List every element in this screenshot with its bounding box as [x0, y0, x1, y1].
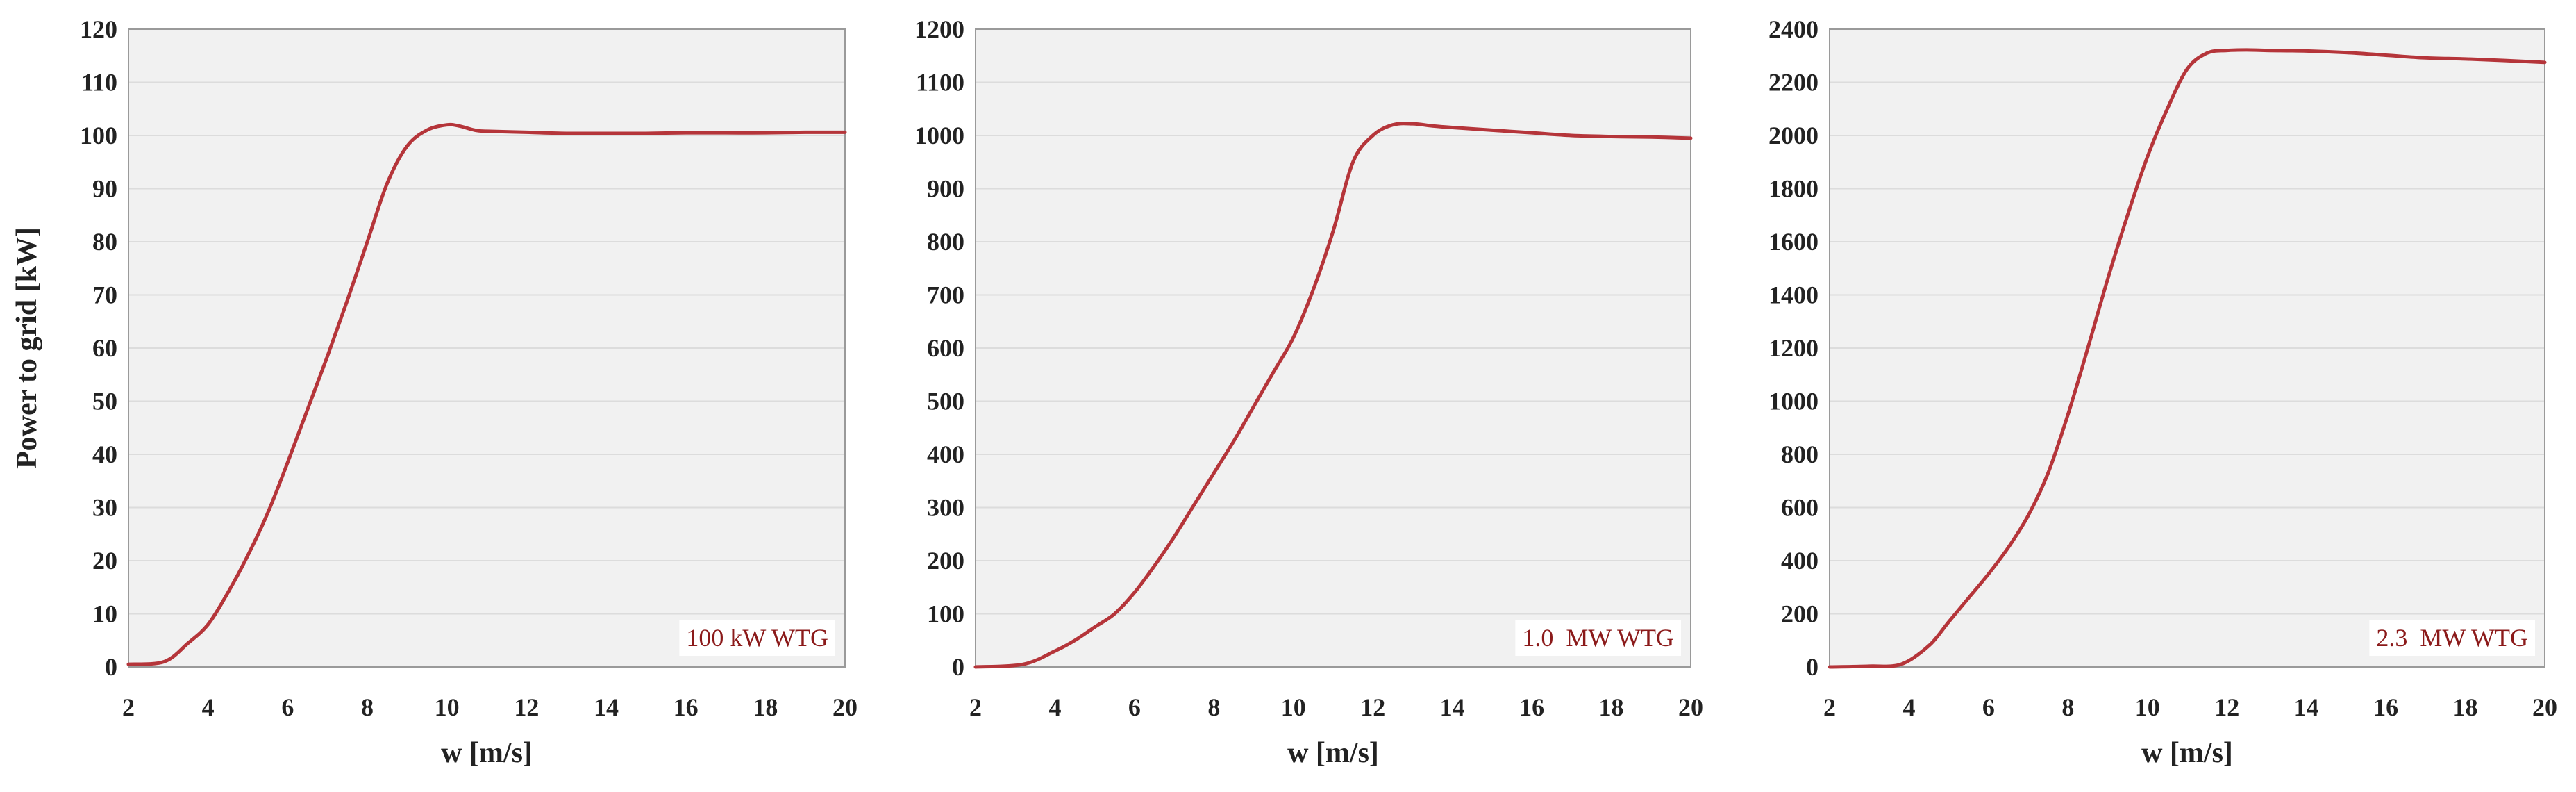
power-curve-line: [1828, 48, 2547, 669]
x-tick-label: 14: [2294, 693, 2319, 721]
plot-frame: [1829, 28, 2545, 668]
x-tick-label: 16: [674, 693, 699, 721]
y-tick-label: 600: [927, 334, 964, 362]
y-tick-label: 400: [1781, 547, 1818, 575]
y-tick-label: 900: [927, 175, 964, 203]
y-tick-label: 2000: [1768, 122, 1818, 149]
y-tick-label: 800: [927, 228, 964, 256]
power-curve-line: [126, 122, 847, 666]
x-tick-label: 20: [1678, 693, 1703, 721]
y-tick-label: 200: [927, 547, 964, 575]
x-tick-label: 6: [1982, 693, 1995, 721]
y-tick-label: 2400: [1768, 15, 1818, 43]
x-tick-label: 14: [594, 693, 619, 721]
chart-panel-2: 0 100 200 300 400 500 600 700 800 900 1000 1100 1200…: [914, 15, 1703, 769]
x-tick-label: 4: [202, 693, 215, 721]
y-tick-label: 2200: [1768, 69, 1818, 97]
y-tick-label: 90: [92, 175, 117, 203]
plot-frame: [128, 28, 846, 668]
turbine-label: 2.3 MW WTG: [2376, 624, 2528, 652]
x-tick-label: 18: [753, 693, 778, 721]
y-tick-label: 100: [80, 122, 117, 149]
power-curve-line: [973, 122, 1693, 669]
y-tick-label: 1000: [1768, 388, 1818, 415]
turbine-label-box: [1515, 620, 1681, 656]
y-tick-label: 300: [927, 494, 964, 522]
x-tick-label: 6: [281, 693, 294, 721]
y-tick-label: 30: [92, 494, 117, 522]
x-tick-label: 12: [514, 693, 539, 721]
x-tick-label: 8: [2061, 693, 2074, 721]
plot-frame: [975, 28, 1691, 668]
y-tick-label: 50: [92, 388, 117, 415]
y-tick-label: 0: [1806, 653, 1818, 681]
x-axis-title: w [m/s]: [441, 737, 533, 769]
y-tick-label: 20: [92, 547, 117, 575]
y-tick-label: 60: [92, 334, 117, 362]
x-tick-label: 16: [2373, 693, 2398, 721]
y-tick-label: 100: [927, 600, 964, 628]
x-tick-label: 2: [1823, 693, 1836, 721]
x-tick-label: 18: [1599, 693, 1624, 721]
x-tick-label: 4: [1902, 693, 1915, 721]
x-tick-label: 14: [1440, 693, 1465, 721]
y-tick-label: 700: [927, 281, 964, 309]
x-tick-label: 20: [2532, 693, 2557, 721]
x-tick-label: 12: [1360, 693, 1385, 721]
x-tick-label: 4: [1048, 693, 1061, 721]
y-tick-label: 1200: [914, 15, 964, 43]
y-tick-label: 1400: [1768, 281, 1818, 309]
y-tick-label: 120: [80, 15, 117, 43]
y-tick-label: 1100: [916, 69, 964, 97]
y-tick-label: 70: [92, 281, 117, 309]
x-tick-label: 16: [1519, 693, 1544, 721]
y-tick-label: 500: [927, 388, 964, 415]
x-tick-label: 20: [833, 693, 858, 721]
x-tick-label: 8: [361, 693, 374, 721]
chart-panel-1: 0 10 20 30 40 50 60 70 80 90 100 110 120 2 4 6 8 10 12 14 16…: [11, 15, 858, 769]
turbine-label-box: [679, 620, 835, 656]
y-tick-label: 0: [952, 653, 964, 681]
x-tick-label: 10: [1281, 693, 1306, 721]
x-tick-label: 12: [2214, 693, 2239, 721]
chart-panel-3: 0200400600800100012001400160018002000220…: [1768, 15, 2557, 769]
y-tick-label: 80: [92, 228, 117, 256]
x-tick-label: 2: [122, 693, 135, 721]
x-tick-label: 10: [2135, 693, 2160, 721]
x-tick-label: 8: [1207, 693, 1220, 721]
y-tick-label: 200: [1781, 600, 1818, 628]
x-tick-label: 2: [969, 693, 982, 721]
y-tick-label: 10: [92, 600, 117, 628]
y-tick-label: 40: [92, 440, 117, 468]
x-tick-label: 6: [1128, 693, 1141, 721]
y-axis-title: Power to grid [kW]: [11, 227, 43, 469]
y-tick-label: 0: [105, 653, 117, 681]
y-tick-label: 800: [1781, 440, 1818, 468]
y-tick-label: 1600: [1768, 228, 1818, 256]
x-tick-label: 18: [2453, 693, 2478, 721]
x-tick-label: 10: [435, 693, 460, 721]
turbine-label: 100 kW WTG: [686, 624, 828, 652]
turbine-label: 1.0 MW WTG: [1522, 624, 1674, 652]
y-tick-label: 400: [927, 440, 964, 468]
y-tick-label: 1800: [1768, 175, 1818, 203]
y-tick-label: 1000: [914, 122, 964, 149]
y-tick-label: 110: [81, 69, 117, 97]
turbine-label-box: [2369, 620, 2535, 656]
y-tick-label: 1200: [1768, 334, 1818, 362]
x-axis-title: w [m/s]: [1287, 737, 1379, 769]
y-tick-label: 600: [1781, 494, 1818, 522]
x-axis-title: w [m/s]: [2141, 737, 2233, 769]
